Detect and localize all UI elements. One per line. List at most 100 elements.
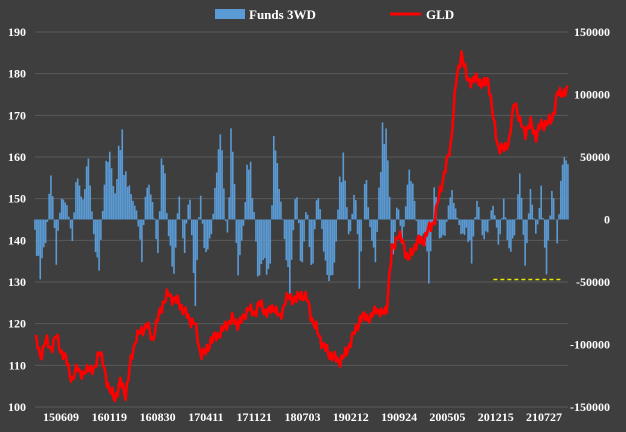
bar bbox=[384, 144, 386, 219]
bar bbox=[282, 219, 284, 220]
x-tick-label: 190212 bbox=[333, 410, 369, 424]
bar bbox=[170, 220, 172, 246]
bar bbox=[187, 205, 189, 220]
bar bbox=[86, 166, 88, 219]
bar bbox=[143, 220, 145, 226]
bar bbox=[366, 180, 368, 220]
bar bbox=[205, 220, 207, 253]
bar bbox=[364, 184, 366, 220]
bar bbox=[50, 175, 52, 219]
bar bbox=[111, 168, 113, 219]
bar bbox=[80, 197, 82, 220]
bar bbox=[244, 202, 246, 219]
bar bbox=[228, 197, 230, 219]
bar bbox=[496, 220, 498, 228]
legend-swatch-funds bbox=[215, 9, 245, 19]
bar bbox=[125, 171, 127, 219]
x-tick-label: 160119 bbox=[92, 410, 127, 424]
bar bbox=[524, 220, 526, 266]
bar bbox=[485, 220, 487, 232]
bar bbox=[173, 220, 175, 274]
bar bbox=[357, 220, 359, 235]
bar bbox=[293, 220, 295, 231]
bar bbox=[73, 212, 75, 219]
bar bbox=[560, 181, 562, 220]
x-tick-label: 150609 bbox=[43, 410, 79, 424]
bar bbox=[56, 220, 58, 265]
bar bbox=[68, 217, 70, 220]
bar bbox=[47, 220, 49, 222]
x-tick-label: 190924 bbox=[381, 410, 417, 424]
bar bbox=[195, 220, 197, 307]
bar bbox=[284, 220, 286, 240]
bar bbox=[471, 220, 473, 264]
bar bbox=[326, 220, 328, 275]
bar bbox=[138, 220, 140, 227]
bar bbox=[218, 149, 220, 219]
bar bbox=[335, 220, 337, 242]
bar bbox=[182, 220, 184, 239]
bar bbox=[34, 220, 36, 230]
bar bbox=[113, 186, 115, 220]
bar bbox=[148, 185, 150, 220]
bar bbox=[310, 220, 312, 265]
bar bbox=[530, 189, 532, 219]
bar bbox=[328, 220, 330, 282]
bar bbox=[503, 199, 505, 220]
bar bbox=[462, 220, 464, 234]
bar bbox=[93, 220, 95, 235]
bar bbox=[490, 210, 492, 219]
right-tick-label: 150000 bbox=[574, 25, 610, 39]
bar bbox=[544, 220, 546, 248]
bar bbox=[234, 184, 236, 220]
bar bbox=[179, 196, 181, 219]
x-tick-label: 201215 bbox=[478, 410, 514, 424]
bar bbox=[82, 199, 84, 219]
bar bbox=[416, 220, 418, 221]
bar bbox=[466, 220, 468, 228]
bar bbox=[145, 197, 147, 220]
bar bbox=[114, 193, 116, 219]
bar bbox=[134, 206, 136, 220]
x-tick-label: 160830 bbox=[140, 410, 176, 424]
bar bbox=[132, 201, 134, 220]
bar bbox=[159, 211, 161, 219]
bar bbox=[528, 213, 530, 219]
bar bbox=[515, 219, 517, 220]
bar bbox=[36, 220, 38, 257]
bar bbox=[102, 211, 104, 220]
bar bbox=[289, 220, 291, 294]
bar bbox=[104, 185, 106, 220]
bar bbox=[116, 179, 118, 219]
bar bbox=[38, 220, 40, 256]
bar bbox=[408, 170, 410, 220]
bar bbox=[168, 220, 170, 237]
bar bbox=[371, 220, 373, 241]
bar bbox=[155, 220, 157, 240]
bar bbox=[66, 205, 68, 219]
bar bbox=[121, 129, 123, 219]
bar bbox=[480, 220, 482, 221]
bar bbox=[186, 220, 188, 224]
bar bbox=[61, 199, 63, 220]
x-tick-label: 200505 bbox=[429, 410, 465, 424]
bar bbox=[489, 220, 491, 221]
bar bbox=[89, 186, 91, 220]
bar bbox=[216, 172, 218, 219]
left-tick-label: 140 bbox=[8, 233, 26, 247]
bar bbox=[546, 220, 548, 275]
bar bbox=[453, 203, 455, 220]
bar bbox=[45, 220, 47, 244]
bar bbox=[63, 200, 65, 220]
bar bbox=[221, 150, 223, 219]
bar bbox=[212, 214, 214, 220]
left-tick-label: 120 bbox=[8, 317, 26, 331]
bar bbox=[248, 170, 250, 220]
bar bbox=[200, 196, 202, 220]
bar bbox=[369, 220, 371, 228]
left-tick-label: 110 bbox=[9, 358, 26, 372]
bar bbox=[207, 220, 209, 250]
bar bbox=[562, 165, 564, 220]
bar bbox=[95, 220, 97, 253]
